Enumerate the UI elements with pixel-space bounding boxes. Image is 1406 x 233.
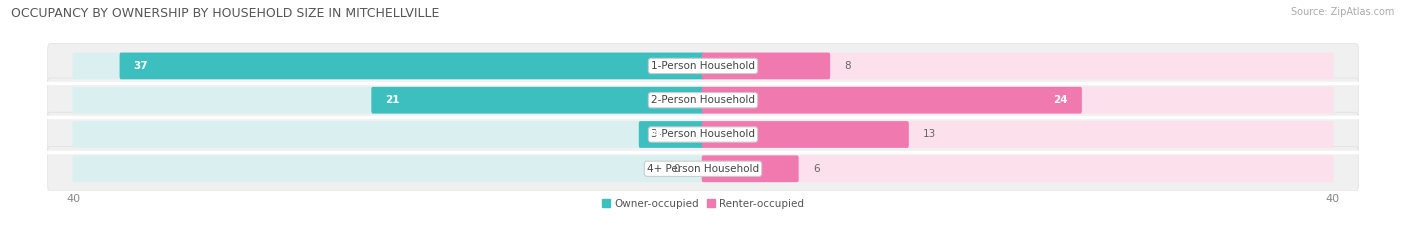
- FancyBboxPatch shape: [48, 147, 1358, 191]
- Text: 1-Person Household: 1-Person Household: [651, 61, 755, 71]
- FancyBboxPatch shape: [702, 87, 1081, 113]
- Text: 24: 24: [1053, 95, 1069, 105]
- Text: 3-Person Household: 3-Person Household: [651, 130, 755, 140]
- FancyBboxPatch shape: [120, 53, 704, 79]
- Text: 6: 6: [813, 164, 820, 174]
- FancyBboxPatch shape: [702, 155, 799, 182]
- FancyBboxPatch shape: [702, 87, 1334, 113]
- Legend: Owner-occupied, Renter-occupied: Owner-occupied, Renter-occupied: [598, 194, 808, 213]
- FancyBboxPatch shape: [72, 53, 704, 79]
- FancyBboxPatch shape: [371, 87, 704, 113]
- FancyBboxPatch shape: [48, 112, 1358, 157]
- FancyBboxPatch shape: [702, 53, 830, 79]
- FancyBboxPatch shape: [702, 121, 908, 148]
- FancyBboxPatch shape: [48, 44, 1358, 88]
- FancyBboxPatch shape: [72, 121, 704, 148]
- FancyBboxPatch shape: [72, 87, 704, 113]
- Text: 8: 8: [845, 61, 851, 71]
- FancyBboxPatch shape: [72, 155, 704, 182]
- FancyBboxPatch shape: [638, 121, 704, 148]
- Text: Source: ZipAtlas.com: Source: ZipAtlas.com: [1291, 7, 1395, 17]
- FancyBboxPatch shape: [702, 53, 1334, 79]
- Text: 4: 4: [652, 130, 659, 140]
- FancyBboxPatch shape: [702, 155, 1334, 182]
- Text: 0: 0: [673, 164, 679, 174]
- Text: 37: 37: [134, 61, 148, 71]
- FancyBboxPatch shape: [702, 121, 1334, 148]
- Text: 2-Person Household: 2-Person Household: [651, 95, 755, 105]
- Text: 13: 13: [924, 130, 936, 140]
- Text: 21: 21: [385, 95, 399, 105]
- Text: OCCUPANCY BY OWNERSHIP BY HOUSEHOLD SIZE IN MITCHELLVILLE: OCCUPANCY BY OWNERSHIP BY HOUSEHOLD SIZE…: [11, 7, 440, 20]
- FancyBboxPatch shape: [48, 78, 1358, 123]
- Text: 4+ Person Household: 4+ Person Household: [647, 164, 759, 174]
